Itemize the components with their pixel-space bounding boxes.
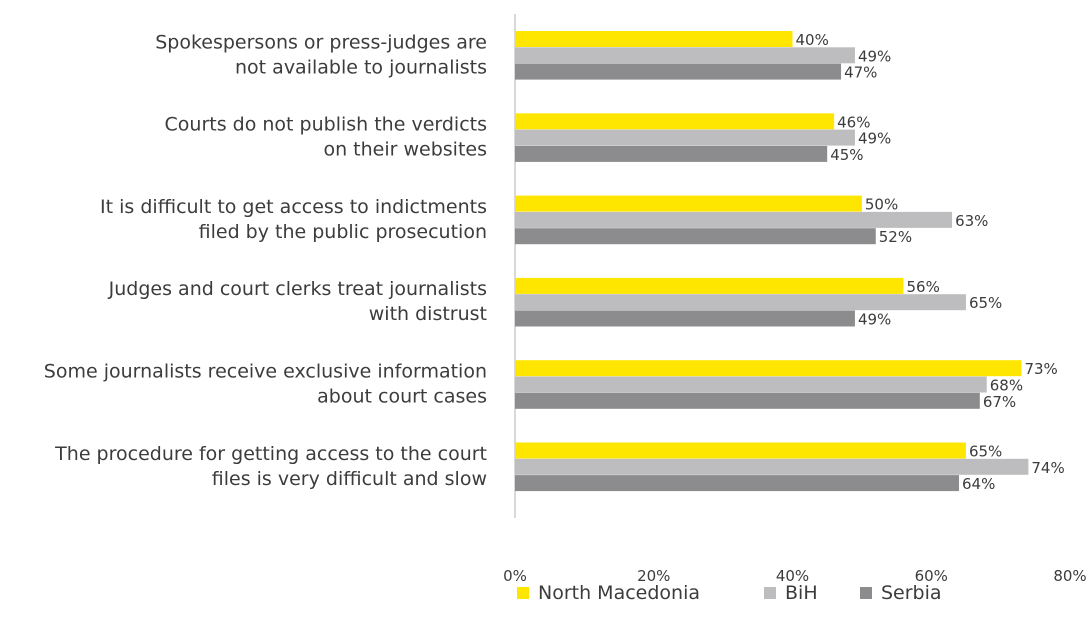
bar-bih [515, 129, 855, 146]
bars: 40%49%47%46%49%45%50%63%52%56%65%49%73%6… [515, 31, 1065, 493]
category-label-line: Spokespersons or press-judges are [155, 31, 487, 53]
x-tick-label: 60% [915, 567, 948, 585]
x-axis-ticks: 0% 20% 40% 60% 80% [503, 567, 1087, 585]
legend-item: North Macedonia [517, 582, 700, 604]
bar-bih [515, 294, 966, 311]
bar-serbia [515, 228, 876, 245]
category-label-line: about court cases [317, 386, 487, 408]
bar-serbia [515, 63, 842, 80]
data-label: 68% [990, 377, 1023, 395]
legend-swatch [764, 587, 776, 599]
data-label: 49% [858, 311, 891, 329]
data-label: 49% [858, 130, 891, 148]
data-label: 47% [844, 64, 877, 82]
category-label: Some journalists receive exclusive infor… [44, 361, 487, 408]
data-label: 65% [969, 443, 1002, 461]
category-label-line: Some journalists receive exclusive infor… [44, 361, 487, 383]
data-label: 46% [837, 113, 870, 131]
category-label-line: on their websites [323, 139, 487, 161]
category-label-line: with distrust [369, 303, 487, 325]
category-label-line: The procedure for getting access to the … [54, 443, 487, 465]
category-labels: Spokespersons or press-judges are not ava… [44, 31, 487, 490]
legend-swatch [860, 587, 872, 599]
legend: North Macedonia BiH Serbia [517, 582, 942, 604]
bar-bih [515, 47, 855, 64]
x-tick-label: 80% [1053, 567, 1086, 585]
data-label: 52% [879, 228, 912, 246]
category-label-line: Courts do not publish the verdicts [165, 114, 487, 136]
data-label: 74% [1031, 459, 1064, 477]
bar-north-macedonia [515, 442, 966, 459]
x-tick-label: 40% [776, 567, 809, 585]
data-label: 45% [830, 146, 863, 164]
legend-label: North Macedonia [538, 582, 700, 604]
data-label: 50% [865, 196, 898, 214]
category-label: Judges and court clerks treat journalist… [108, 278, 487, 325]
data-label: 56% [907, 278, 940, 296]
bar-bih [515, 211, 953, 228]
category-label-line: not available to journalists [235, 56, 487, 78]
category-label-line: filed by the public prosecution [199, 221, 487, 243]
bar-north-macedonia [515, 277, 904, 294]
bar-north-macedonia [515, 195, 862, 212]
legend-label: Serbia [881, 582, 942, 604]
data-label: 73% [1024, 360, 1057, 378]
bar-north-macedonia [515, 31, 793, 47]
category-label: The procedure for getting access to the … [54, 443, 487, 490]
bar-bih [515, 376, 987, 393]
bar-serbia [515, 310, 855, 327]
category-label: Spokespersons or press-judges are not ava… [155, 31, 487, 78]
category-label: Courts do not publish the verdicts on the… [165, 114, 487, 161]
category-label-line: Judges and court clerks treat journalist… [108, 278, 487, 300]
category-label: It is difficult to get access to indictm… [100, 196, 487, 243]
data-label: 65% [969, 294, 1002, 312]
legend-swatch [517, 587, 529, 599]
data-label: 63% [955, 212, 988, 230]
x-tick-label: 0% [503, 567, 527, 585]
bar-north-macedonia [515, 360, 1022, 377]
legend-item: BiH [764, 582, 818, 604]
bar-north-macedonia [515, 113, 835, 130]
data-label: 67% [983, 393, 1016, 411]
category-label-line: files is very difficult and slow [212, 468, 487, 490]
bar-serbia [515, 145, 828, 162]
data-label: 64% [962, 475, 995, 493]
bar-serbia [515, 475, 959, 492]
data-label: 49% [858, 47, 891, 65]
legend-item: Serbia [860, 582, 942, 604]
bar-bih [515, 458, 1029, 475]
data-label: 40% [796, 31, 829, 49]
bar-serbia [515, 392, 980, 409]
category-label-line: It is difficult to get access to indictm… [100, 196, 487, 218]
legend-label: BiH [785, 582, 818, 604]
x-tick-label: 20% [637, 567, 670, 585]
